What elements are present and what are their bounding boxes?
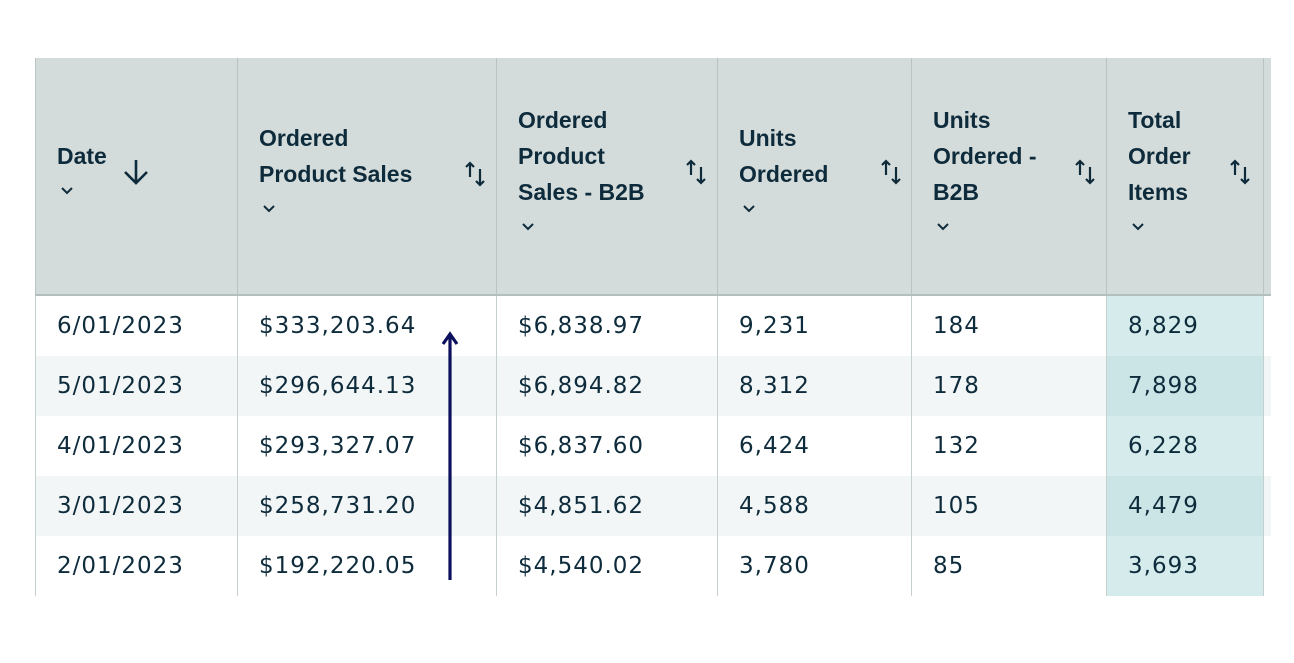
cell-ordered-product-sales-b2b: $4,540.02 xyxy=(496,536,718,596)
chevron-down-icon[interactable] xyxy=(1131,222,1145,231)
column-header-ordered-product-sales-b2b[interactable]: Ordered Product Sales - B2B xyxy=(496,58,718,296)
chevron-down-icon[interactable] xyxy=(742,204,756,213)
cell-units-ordered: 9,231 xyxy=(717,295,912,356)
chevron-down-icon[interactable] xyxy=(262,204,276,213)
table-header-row: Date Ordered Product Sales Ordered Produ… xyxy=(35,58,1271,296)
sales-table: Date Ordered Product Sales Ordered Produ… xyxy=(35,58,1271,596)
cell-units-ordered: 3,780 xyxy=(717,536,912,596)
sort-updown-icon[interactable] xyxy=(462,159,488,189)
cell-ordered-product-sales: $296,644.13 xyxy=(237,356,497,416)
column-header-overflow xyxy=(1263,58,1271,296)
column-header-date[interactable]: Date xyxy=(35,58,238,296)
cell-units-ordered-b2b: 85 xyxy=(911,536,1107,596)
cell-total-order-items: 6,228 xyxy=(1106,416,1264,476)
sort-updown-icon[interactable] xyxy=(683,157,709,187)
column-header-label: Units Ordered xyxy=(739,125,829,187)
column-header-units-ordered[interactable]: Units Ordered xyxy=(717,58,912,296)
column-header-label: Total Order Items xyxy=(1128,107,1191,205)
table-row: 4/01/2023 $293,327.07 $6,837.60 6,424 13… xyxy=(35,416,1271,476)
cell-ordered-product-sales: $258,731.20 xyxy=(237,476,497,536)
table-row: 5/01/2023 $296,644.13 $6,894.82 8,312 17… xyxy=(35,356,1271,416)
cell-total-order-items: 4,479 xyxy=(1106,476,1264,536)
table-row: 2/01/2023 $192,220.05 $4,540.02 3,780 85… xyxy=(35,536,1271,596)
column-header-ordered-product-sales[interactable]: Ordered Product Sales xyxy=(237,58,497,296)
chevron-down-icon[interactable] xyxy=(521,222,535,231)
cell-total-order-items: 8,829 xyxy=(1106,295,1264,356)
sales-table-container: Date Ordered Product Sales Ordered Produ… xyxy=(35,58,1271,598)
cell-units-ordered-b2b: 105 xyxy=(911,476,1107,536)
cell-ordered-product-sales-b2b: $6,837.60 xyxy=(496,416,718,476)
cell-overflow xyxy=(1263,536,1271,596)
sort-updown-icon[interactable] xyxy=(878,157,904,187)
cell-date: 6/01/2023 xyxy=(35,295,238,356)
chevron-down-icon[interactable] xyxy=(60,186,74,195)
cell-overflow xyxy=(1263,356,1271,416)
cell-units-ordered-b2b: 178 xyxy=(911,356,1107,416)
cell-units-ordered-b2b: 132 xyxy=(911,416,1107,476)
table-row: 6/01/2023 $333,203.64 $6,838.97 9,231 18… xyxy=(35,295,1271,356)
cell-ordered-product-sales: $333,203.64 xyxy=(237,295,497,356)
column-header-label: Ordered Product Sales xyxy=(259,125,413,187)
cell-ordered-product-sales-b2b: $6,838.97 xyxy=(496,295,718,356)
column-header-total-order-items[interactable]: Total Order Items xyxy=(1106,58,1264,296)
sort-updown-icon[interactable] xyxy=(1072,157,1098,187)
cell-units-ordered: 6,424 xyxy=(717,416,912,476)
cell-total-order-items: 3,693 xyxy=(1106,536,1264,596)
cell-date: 3/01/2023 xyxy=(35,476,238,536)
column-header-label: Date xyxy=(57,143,107,169)
chevron-down-icon[interactable] xyxy=(936,222,950,231)
table-row: 3/01/2023 $258,731.20 $4,851.62 4,588 10… xyxy=(35,476,1271,536)
cell-ordered-product-sales-b2b: $6,894.82 xyxy=(496,356,718,416)
column-header-label: Units Ordered - B2B xyxy=(933,107,1037,205)
cell-overflow xyxy=(1263,476,1271,536)
cell-units-ordered: 4,588 xyxy=(717,476,912,536)
cell-units-ordered-b2b: 184 xyxy=(911,295,1107,356)
cell-units-ordered: 8,312 xyxy=(717,356,912,416)
cell-total-order-items: 7,898 xyxy=(1106,356,1264,416)
sort-updown-icon[interactable] xyxy=(1227,157,1253,187)
arrow-down-icon[interactable] xyxy=(121,157,151,187)
cell-overflow xyxy=(1263,416,1271,476)
column-header-units-ordered-b2b[interactable]: Units Ordered - B2B xyxy=(911,58,1107,296)
cell-ordered-product-sales: $293,327.07 xyxy=(237,416,497,476)
cell-date: 2/01/2023 xyxy=(35,536,238,596)
cell-ordered-product-sales: $192,220.05 xyxy=(237,536,497,596)
cell-ordered-product-sales-b2b: $4,851.62 xyxy=(496,476,718,536)
cell-overflow xyxy=(1263,295,1271,356)
cell-date: 5/01/2023 xyxy=(35,356,238,416)
column-header-label: Ordered Product Sales - B2B xyxy=(518,107,645,205)
cell-date: 4/01/2023 xyxy=(35,416,238,476)
